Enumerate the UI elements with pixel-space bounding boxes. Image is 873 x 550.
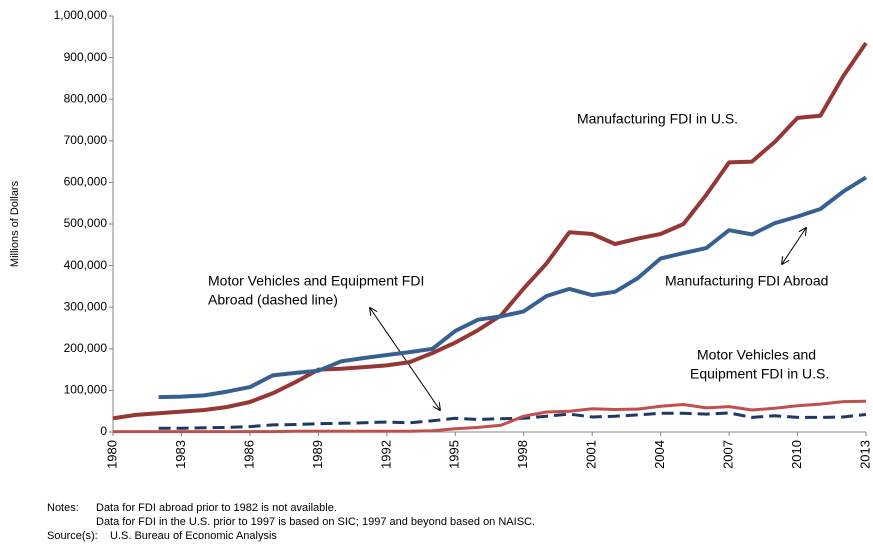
annotation: Motor Vehicles and Equipment FDI xyxy=(208,273,424,289)
annotation: Manufacturing FDI Abroad xyxy=(665,273,828,289)
arrow xyxy=(370,308,440,410)
y-tick-label: 100,000 xyxy=(64,383,108,397)
y-tick-label: 900,000 xyxy=(64,50,108,64)
y-tick-label: 600,000 xyxy=(64,175,108,189)
note: Source(s): xyxy=(47,530,98,542)
y-tick-label: 800,000 xyxy=(64,91,108,105)
x-tick-label: 1992 xyxy=(378,440,393,469)
x-tick-label: 2004 xyxy=(652,440,667,469)
note: Data for FDI in the U.S. prior to 1997 i… xyxy=(96,516,535,528)
x-tick-label: 1989 xyxy=(310,440,325,469)
y-tick-label: 0 xyxy=(100,424,107,438)
annotation: Manufacturing FDI in U.S. xyxy=(577,111,738,127)
y-tick-label: 400,000 xyxy=(64,258,108,272)
x-tick-label: 2001 xyxy=(584,440,599,469)
y-tick-label: 500,000 xyxy=(64,216,108,230)
annotation: Equipment FDI in U.S. xyxy=(690,366,829,382)
x-tick-label: 2013 xyxy=(857,440,872,469)
y-tick-label: 1,000,000 xyxy=(54,8,108,22)
series-line xyxy=(112,41,868,421)
annotation: Motor Vehicles and xyxy=(697,347,816,363)
x-tick-label: 1995 xyxy=(447,440,462,469)
note: Data for FDI abroad prior to 1982 is not… xyxy=(96,502,337,514)
x-tick-label: 2007 xyxy=(721,440,736,469)
note: U.S. Bureau of Economic Analysis xyxy=(110,530,277,542)
x-tick-label: 1980 xyxy=(104,440,119,469)
y-axis-label: Millions of Dollars xyxy=(9,180,21,267)
x-tick-label: 2010 xyxy=(789,440,804,469)
series-line xyxy=(113,399,867,434)
series-line xyxy=(158,175,868,400)
arrow xyxy=(782,228,806,264)
note: Notes: xyxy=(47,502,79,514)
x-tick-label: 1983 xyxy=(173,440,188,469)
y-tick-label: 200,000 xyxy=(64,341,108,355)
x-tick-label: 1986 xyxy=(241,440,256,469)
series-line xyxy=(158,411,867,430)
y-tick-label: 300,000 xyxy=(64,299,108,313)
annotation: Abroad (dashed line) xyxy=(208,292,338,308)
x-tick-label: 1998 xyxy=(515,440,530,469)
y-tick-label: 700,000 xyxy=(64,133,108,147)
